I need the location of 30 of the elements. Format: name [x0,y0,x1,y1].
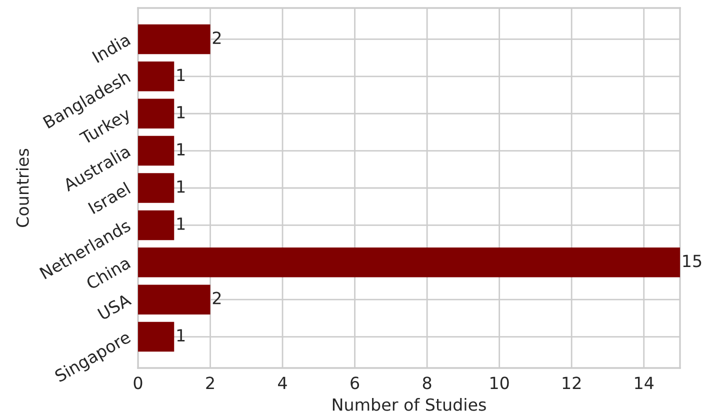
data-label: 1 [177,218,185,230]
data-label: 1 [177,329,185,342]
data-label: 1 [177,143,185,156]
data-label: 15 [683,254,702,268]
data-label: 2 [212,292,221,304]
data-label: 2 [212,31,221,44]
x-tick-label: 10 [490,376,509,390]
bar [138,62,174,92]
bar [138,284,210,314]
x-tick-label: 8 [422,376,432,390]
bar [138,248,680,278]
x-tick-label: 0 [134,376,142,390]
x-axis-title: Number of Studies [332,398,486,411]
bar [138,322,174,352]
data-label: 1 [177,180,185,193]
x-tick-label: 12 [562,376,581,389]
x-tick-label: 14 [635,376,654,389]
bar [138,98,174,128]
y-tick-label: USA [97,292,132,320]
data-label: 1 [177,106,185,118]
bar [138,24,210,54]
x-tick-label: 2 [206,376,214,389]
bar [138,210,174,240]
bar [138,173,174,203]
x-tick-label: 6 [350,376,360,390]
bar [138,136,174,166]
y-tick-label: India [92,33,131,64]
y-axis-title: Countries [16,148,29,228]
x-tick-label: 4 [278,376,287,389]
data-label: 1 [177,68,185,82]
